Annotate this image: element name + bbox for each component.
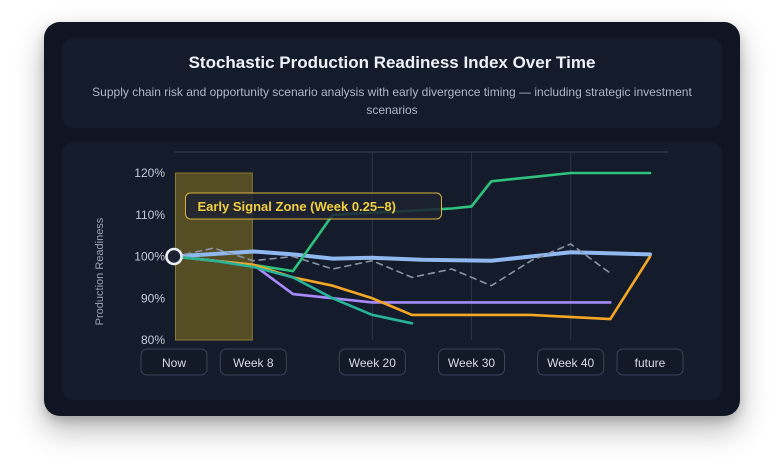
- y-tick-label: 100%: [134, 250, 165, 264]
- x-tick-box: [616, 348, 684, 376]
- start-marker: [165, 247, 183, 266]
- y-tick-label: 80%: [141, 333, 165, 347]
- x-tick-box: [438, 348, 505, 376]
- y-axis-label: Production Readiness: [94, 217, 106, 325]
- x-tick-box: [140, 348, 208, 376]
- x-tick-label: Week 20: [349, 356, 396, 370]
- y-tick-label: 110%: [135, 208, 165, 222]
- x-tick-label: Week 8: [233, 356, 274, 370]
- early-signal-label-box: [184, 192, 442, 220]
- chart-header: Stochastic Production Readiness Index Ov…: [62, 38, 722, 128]
- chart-title: Stochastic Production Readiness Index Ov…: [188, 53, 596, 72]
- series-line-baseline: [172, 249, 652, 263]
- x-tick-label: Now: [162, 356, 186, 370]
- y-tick-label: 90%: [141, 291, 165, 305]
- x-tick-label: Week 40: [547, 356, 594, 370]
- x-tick-box: [537, 348, 605, 376]
- plot-panel: 80% 90% 100% 110% 120% Production Readiness Ea…: [62, 142, 722, 400]
- line-chart: 80% 90% 100% 110% 120% Production Readiness Ea…: [94, 151, 684, 376]
- x-tick-label: Week 30: [448, 356, 495, 370]
- y-tick-label: 120%: [134, 166, 165, 180]
- x-tick-label: future: [635, 356, 666, 370]
- series-line-dashed-scenario: [173, 243, 612, 287]
- x-tick-box: [219, 348, 287, 376]
- chart-card: Stochastic Production Readiness Index Ov…: [44, 22, 740, 416]
- early-signal-label: Early Signal Zone (Week 0.25–8): [197, 199, 395, 214]
- x-tick-box: [338, 348, 406, 376]
- series-line-teal-scenario: [172, 255, 414, 325]
- chart-subtitle: Supply chain risk and opportunity scenar…: [92, 85, 692, 117]
